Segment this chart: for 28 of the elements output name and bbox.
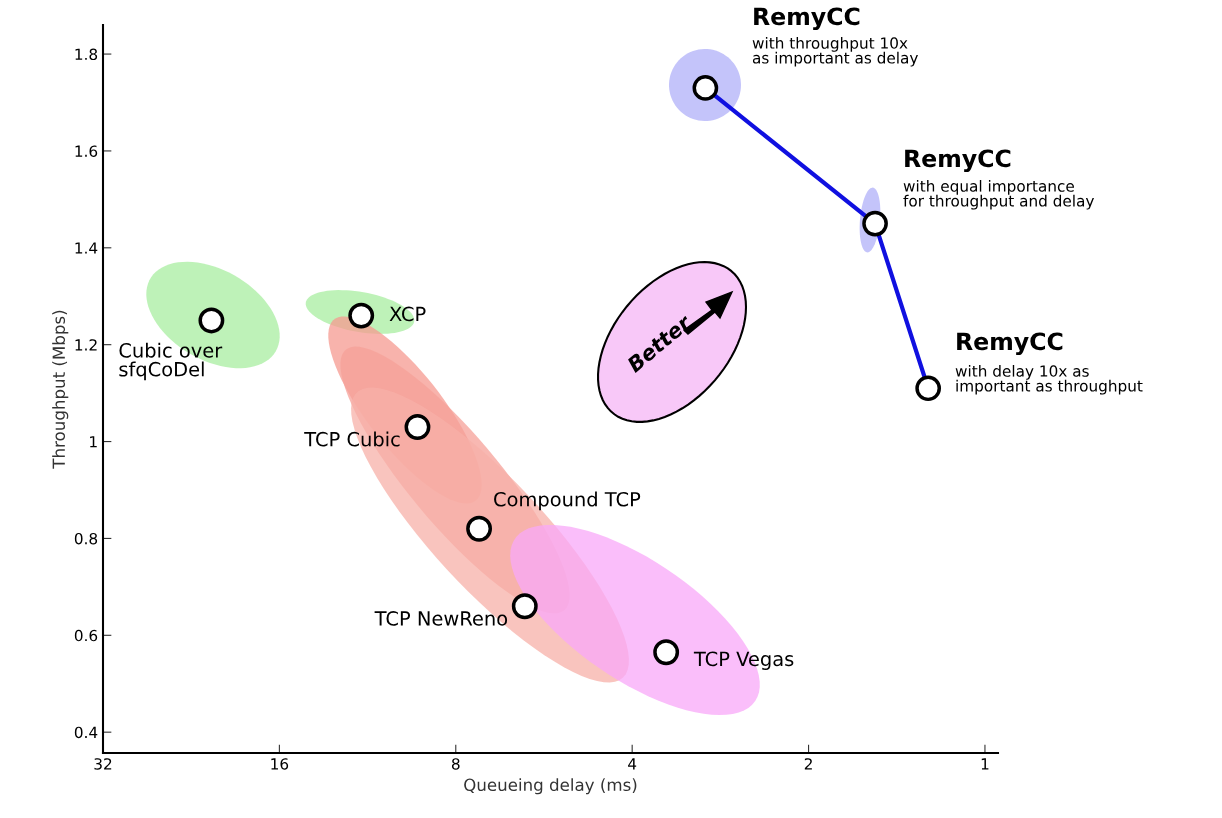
y-tick-label: 1.8 (75, 48, 98, 61)
annotation: TCP Vegas (693, 651, 794, 670)
y-tick-label: 1.6 (75, 145, 98, 157)
x-tick-label: 16 (271, 758, 289, 770)
annotation: with throughput 10x as important as delay (752, 37, 918, 67)
x-tick-label: 1 (981, 758, 989, 770)
annotation: with equal importance for throughput and delay (903, 180, 1094, 210)
annotation: RemyCC (754, 7, 860, 30)
y-tick-label: 1.2 (75, 339, 97, 351)
annotation: RemyCC (957, 332, 1063, 355)
y-axis-title: Throughput (Mbps) (52, 310, 69, 469)
x-tick-label: 2 (804, 758, 812, 770)
y-tick-label: 1.4 (75, 242, 98, 254)
y-tick-label: 0.6 (74, 629, 98, 642)
x-tick-label: 32 (94, 758, 112, 770)
y-tick-label: 0.4 (74, 726, 98, 739)
annotation: RemyCC (905, 149, 1011, 172)
annotation: Cubic over sfqCoDel (119, 342, 223, 381)
annotation: Compound TCP (494, 491, 641, 511)
annotation: TCP Cubic (304, 431, 400, 447)
x-tick-label: 4 (628, 758, 637, 770)
y-tick-label: 0.8 (74, 532, 98, 545)
annotation: TCP NewReno (374, 611, 508, 626)
y-tick-label: 1 (90, 436, 97, 448)
x-tick-label: 8 (451, 758, 460, 770)
x-axis-title: Queueing delay (ms) (464, 778, 637, 795)
annotation: with delay 10x as important as throughput (955, 365, 1143, 395)
annotation: XCP (389, 306, 426, 322)
